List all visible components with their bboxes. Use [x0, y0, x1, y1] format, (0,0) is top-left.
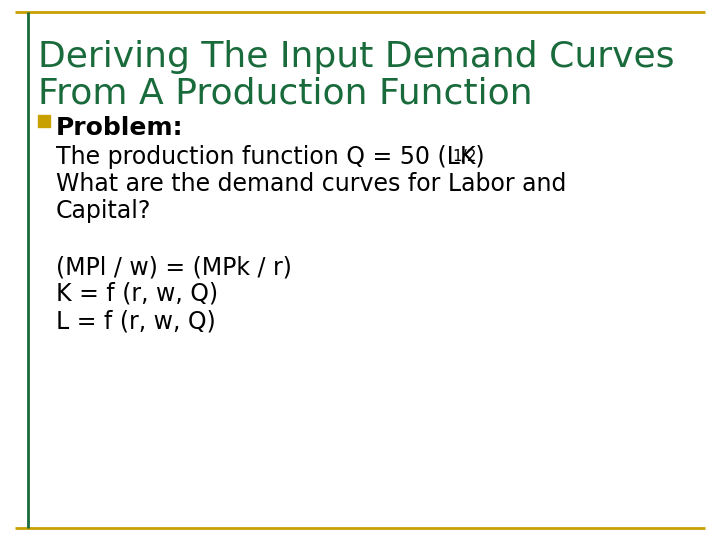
Text: 1/2: 1/2	[452, 149, 477, 164]
Text: (MPl / w) = (MPk / r): (MPl / w) = (MPk / r)	[56, 255, 292, 279]
Text: Deriving The Input Demand Curves: Deriving The Input Demand Curves	[38, 40, 675, 74]
Text: From A Production Function: From A Production Function	[38, 77, 533, 111]
Text: What are the demand curves for Labor and: What are the demand curves for Labor and	[56, 172, 567, 196]
Text: Problem:: Problem:	[56, 116, 184, 140]
Text: The production function Q = 50 (LK): The production function Q = 50 (LK)	[56, 145, 485, 169]
Bar	[38, 115, 50, 127]
Text: L = f (r, w, Q): L = f (r, w, Q)	[56, 309, 216, 333]
Text: Capital?: Capital?	[56, 199, 151, 223]
Text: K = f (r, w, Q): K = f (r, w, Q)	[56, 282, 218, 306]
